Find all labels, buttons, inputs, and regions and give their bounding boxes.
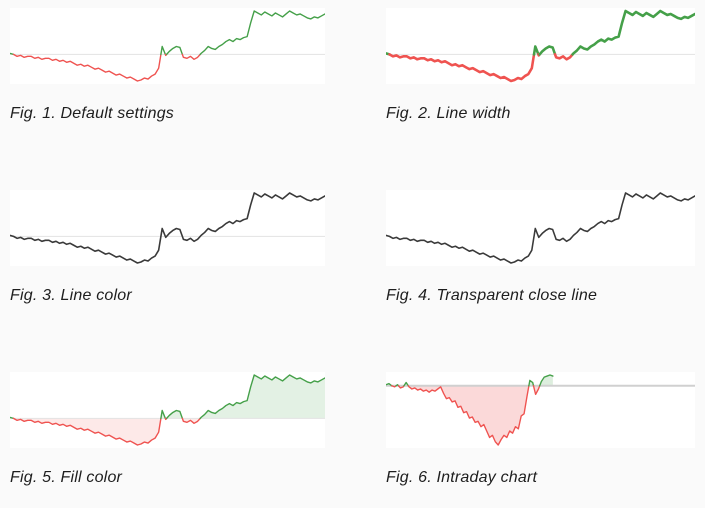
figure-line-color: Fig. 3. Line color bbox=[10, 190, 325, 306]
sparkline-chart-intraday bbox=[386, 372, 695, 448]
sparkline-chart-line-color bbox=[10, 190, 325, 266]
figure-caption: Fig. 6. Intraday chart bbox=[386, 469, 538, 486]
sparkline-chart-default-settings bbox=[10, 8, 325, 84]
figure-caption: Fig. 4. Transparent close line bbox=[386, 287, 598, 304]
figure-transparent-close-line: Fig. 4. Transparent close line bbox=[386, 190, 695, 306]
figure-intraday-chart: Fig. 6. Intraday chart bbox=[386, 372, 695, 488]
figure-caption: Fig. 3. Line color bbox=[10, 287, 132, 304]
figure-default-settings: Fig. 1. Default settings bbox=[10, 8, 325, 124]
figure-grid: Fig. 1. Default settings Fig. 2. Line wi… bbox=[10, 8, 695, 488]
figure-caption: Fig. 2. Line width bbox=[386, 105, 511, 122]
sparkline-chart-line-width bbox=[386, 8, 695, 84]
figure-caption: Fig. 1. Default settings bbox=[10, 105, 174, 122]
sparkline-chart-fill-color bbox=[10, 372, 325, 448]
figure-fill-color: Fig. 5. Fill color bbox=[10, 372, 325, 488]
figure-caption: Fig. 5. Fill color bbox=[10, 469, 123, 486]
sparkline-chart-transparent-close-line bbox=[386, 190, 695, 266]
figure-line-width: Fig. 2. Line width bbox=[386, 8, 695, 124]
